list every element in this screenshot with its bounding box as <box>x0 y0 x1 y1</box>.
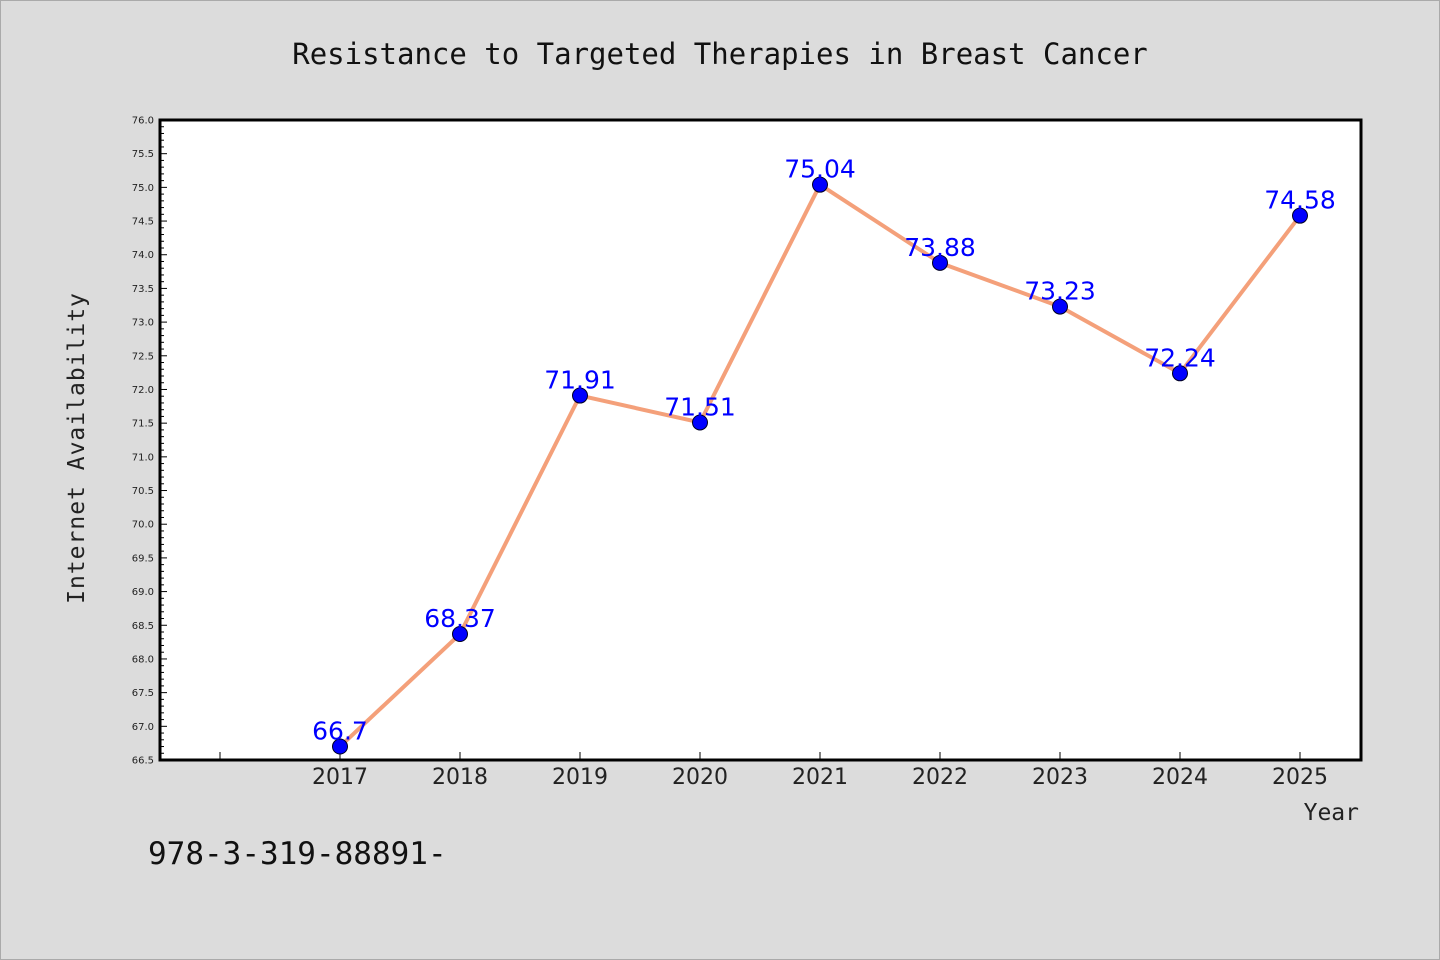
y-axis: 66.5 67.0 67.5 68.0 68.5 69.0 69.5 70.0 70.5 71.0… <box>132 116 167 767</box>
y-tick-label: 66.5 <box>132 756 154 767</box>
data-label: 66.7 <box>312 717 368 746</box>
y-tick-label: 75.5 <box>132 149 154 160</box>
y-tick-label: 70.5 <box>132 486 154 497</box>
y-tick-label: 70.0 <box>132 520 154 531</box>
data-point <box>1052 298 1068 315</box>
data-point <box>572 387 588 404</box>
chart-title: Resistance to Targeted Therapies in Brea… <box>292 37 1148 71</box>
series-group: 66.7 68.37 71.91 71.51 75.04 73.88 73.23 72.24 7… <box>312 155 1336 755</box>
x-tick-label: 2018 <box>432 765 488 790</box>
y-tick-label: 67.5 <box>132 688 154 699</box>
y-tick-label: 68.0 <box>132 654 154 665</box>
y-tick-label: 67.0 <box>132 722 154 733</box>
y-tick-label: 71.5 <box>132 419 154 430</box>
x-tick-label: 2021 <box>792 765 848 790</box>
y-tick-label: 69.5 <box>132 553 154 564</box>
x-axis-label: Year <box>1304 800 1359 826</box>
x-tick-label: 2025 <box>1272 765 1328 790</box>
y-tick-label: 73.5 <box>132 284 154 295</box>
y-tick-label: 69.0 <box>132 587 154 598</box>
plot-area <box>160 120 1361 760</box>
data-label: 68.37 <box>424 604 496 633</box>
y-tick-label: 68.5 <box>132 621 154 632</box>
y-tick-label: 76.0 <box>132 116 154 127</box>
data-point <box>932 254 948 271</box>
plot-frame <box>158 118 1363 762</box>
data-point <box>692 414 708 431</box>
data-label: 73.23 <box>1024 277 1096 306</box>
y-tick-label: 74.0 <box>132 250 154 261</box>
data-point <box>812 176 828 193</box>
x-axis: 2017 2018 2019 2020 2021 2022 2023 2024 2025 <box>219 752 1328 790</box>
x-tick-label: 2019 <box>552 765 608 790</box>
x-tick-label: 2023 <box>1032 765 1088 790</box>
x-tick-label: 2017 <box>312 765 368 790</box>
data-point <box>332 738 348 755</box>
data-label: 72.24 <box>1144 343 1216 372</box>
y-tick-label: 73.0 <box>132 318 154 329</box>
data-label: 71.51 <box>664 392 736 421</box>
y-tick-label: 75.0 <box>132 183 154 194</box>
data-point <box>452 626 468 643</box>
data-label: 74.58 <box>1264 186 1336 215</box>
x-tick-label: 2024 <box>1152 765 1208 790</box>
data-point <box>1292 207 1308 224</box>
y-tick-label: 72.5 <box>132 351 154 362</box>
data-point <box>1172 365 1188 382</box>
footnote: 978-3-319-88891- <box>148 836 447 872</box>
data-label: 71.91 <box>544 366 616 395</box>
x-tick-label: 2022 <box>912 765 968 790</box>
data-label: 73.88 <box>904 233 976 262</box>
y-tick-label: 72.0 <box>132 385 154 396</box>
data-label: 75.04 <box>784 155 856 184</box>
y-axis-label: Internet Availability <box>64 292 90 604</box>
x-tick-label: 2020 <box>672 765 728 790</box>
y-tick-label: 74.5 <box>132 217 154 228</box>
y-tick-label: 71.0 <box>132 452 154 463</box>
